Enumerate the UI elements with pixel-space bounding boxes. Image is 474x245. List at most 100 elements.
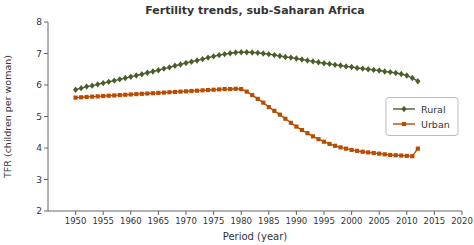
- point: [394, 153, 398, 157]
- point: [162, 90, 166, 94]
- point: [415, 78, 420, 84]
- point: [322, 140, 326, 144]
- point: [145, 70, 150, 76]
- x-tick: [241, 211, 242, 215]
- point: [310, 58, 315, 64]
- y-tick-label: 7: [36, 49, 42, 59]
- point: [134, 92, 138, 96]
- point: [195, 89, 199, 93]
- point: [294, 55, 299, 61]
- point: [377, 67, 382, 73]
- point: [178, 61, 183, 67]
- title: Fertility trends, sub-Saharan Africa: [145, 4, 365, 17]
- point: [134, 72, 139, 78]
- y-tick-label: 3: [36, 175, 42, 185]
- x-tick-label: 1995: [313, 216, 335, 226]
- legend-box: [386, 98, 458, 136]
- point: [250, 49, 255, 55]
- x-tick: [406, 211, 407, 215]
- point: [84, 83, 89, 89]
- point: [217, 52, 222, 58]
- point: [223, 87, 227, 91]
- point: [167, 64, 172, 70]
- point: [206, 88, 210, 92]
- point: [294, 125, 298, 129]
- point: [388, 69, 393, 75]
- point: [140, 92, 144, 96]
- point: [344, 147, 348, 151]
- point: [129, 92, 133, 96]
- x-tick-label: 1990: [286, 216, 308, 226]
- y-tick: [44, 211, 48, 212]
- point: [234, 87, 238, 91]
- point: [343, 63, 348, 69]
- x-tick: [130, 211, 131, 215]
- series-line: [76, 89, 418, 156]
- point: [410, 154, 414, 158]
- point: [183, 60, 188, 66]
- point: [101, 80, 106, 86]
- x-tick: [296, 211, 297, 215]
- point: [388, 153, 392, 157]
- point: [404, 72, 409, 78]
- point: [321, 60, 326, 66]
- x-tick: [462, 211, 463, 215]
- point: [256, 97, 260, 101]
- point: [261, 101, 265, 105]
- point: [167, 90, 171, 94]
- point: [112, 77, 117, 83]
- point: [410, 75, 415, 81]
- point: [261, 50, 266, 56]
- point: [405, 154, 409, 158]
- legend-label: Rural: [421, 104, 446, 115]
- point: [200, 88, 204, 92]
- point: [222, 51, 227, 57]
- x-tick-label: 1960: [120, 216, 142, 226]
- point: [382, 68, 387, 74]
- y-tick-label: 5: [36, 112, 42, 122]
- point: [289, 121, 293, 125]
- point: [355, 65, 360, 71]
- point: [228, 87, 232, 91]
- point: [123, 75, 128, 81]
- point: [228, 50, 233, 56]
- point: [217, 87, 221, 91]
- point: [327, 142, 331, 146]
- point: [372, 151, 376, 155]
- x-tick: [158, 211, 159, 215]
- point: [283, 54, 288, 60]
- x-axis-line: [48, 211, 462, 212]
- x-tick-label: 2020: [451, 216, 473, 226]
- point: [211, 53, 216, 59]
- x-tick-label: 2010: [396, 216, 418, 226]
- x-tick-label: 1965: [148, 216, 170, 226]
- point: [311, 134, 315, 138]
- point: [112, 93, 116, 97]
- point: [161, 65, 166, 71]
- point: [300, 128, 304, 132]
- x-tick: [351, 211, 352, 215]
- x-tick: [268, 211, 269, 215]
- point: [366, 66, 371, 72]
- point: [361, 150, 365, 154]
- point: [366, 150, 370, 154]
- legend-label: Urban: [421, 119, 450, 130]
- y-tick-label: 4: [36, 143, 42, 153]
- point: [173, 90, 177, 94]
- point: [184, 89, 188, 93]
- legend: Rural Urban: [386, 98, 458, 136]
- point: [393, 70, 398, 76]
- x-tick-label: 1985: [258, 216, 280, 226]
- point: [399, 71, 404, 77]
- point: [90, 95, 94, 99]
- legend-marker: [401, 106, 406, 112]
- point: [189, 58, 194, 64]
- x-tick: [213, 211, 214, 215]
- point: [283, 117, 287, 121]
- point: [349, 64, 354, 70]
- point: [79, 85, 84, 91]
- point: [338, 62, 343, 68]
- point: [316, 137, 320, 141]
- point: [73, 87, 78, 93]
- x-tick-label: 1950: [65, 216, 87, 226]
